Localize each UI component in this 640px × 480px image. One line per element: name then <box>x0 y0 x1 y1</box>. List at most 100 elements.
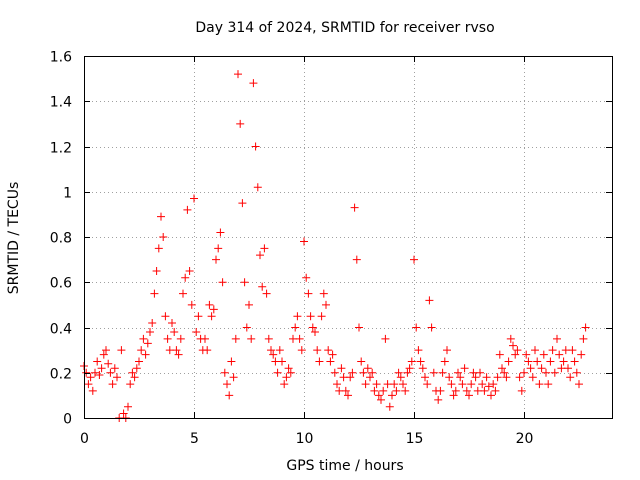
data-point <box>528 373 537 382</box>
data-point <box>346 373 355 382</box>
data-point <box>447 380 456 389</box>
data-point <box>234 70 242 79</box>
data-point <box>137 346 146 355</box>
data-point <box>524 357 533 366</box>
data-point <box>126 380 135 389</box>
data-point <box>227 357 236 366</box>
data-point <box>500 368 509 377</box>
data-point <box>304 289 313 298</box>
data-point <box>302 273 311 282</box>
data-point <box>537 364 546 373</box>
data-point <box>154 244 163 253</box>
data-point <box>135 357 143 366</box>
data-point <box>229 373 238 382</box>
data-point <box>157 212 165 221</box>
data-point <box>214 244 223 253</box>
data-point <box>267 346 275 355</box>
data-point <box>542 368 550 377</box>
data-point <box>280 380 289 389</box>
data-point <box>423 380 432 389</box>
data-point <box>568 346 577 355</box>
data-point <box>575 380 583 389</box>
y-axis-label: SRMTID / TECUs <box>6 182 22 295</box>
data-point <box>295 334 304 343</box>
data-point <box>498 364 506 373</box>
data-point <box>361 380 370 389</box>
data-point <box>555 350 564 359</box>
data-point <box>414 346 423 355</box>
data-point <box>399 380 407 389</box>
data-point <box>467 380 476 389</box>
data-point <box>297 346 306 355</box>
data-point <box>262 289 271 298</box>
y-tick-label: 0.4 <box>50 322 72 338</box>
data-point <box>84 380 93 389</box>
data-point <box>405 364 414 373</box>
data-point <box>249 79 258 88</box>
data-point <box>511 350 520 359</box>
data-point <box>572 368 581 377</box>
data-point <box>506 334 515 343</box>
data-point <box>242 323 251 332</box>
data-point <box>493 373 502 382</box>
data-point <box>564 364 572 373</box>
x-axis-label: GPS time / hours <box>286 458 403 474</box>
data-point <box>319 289 328 298</box>
grid-lines <box>84 56 612 418</box>
data-point <box>86 373 95 382</box>
data-point <box>218 278 227 287</box>
data-point <box>247 334 256 343</box>
data-point <box>581 323 590 332</box>
data-point <box>146 328 154 337</box>
data-point <box>282 373 291 382</box>
data-point <box>201 334 209 343</box>
data-point <box>445 373 454 382</box>
data-point <box>88 386 97 395</box>
data-point <box>407 357 416 366</box>
data-point <box>231 334 240 343</box>
data-point <box>390 380 399 389</box>
data-point <box>526 364 535 373</box>
data-point <box>559 357 568 366</box>
data-point <box>484 382 493 391</box>
data-point <box>570 357 579 366</box>
data-point <box>278 357 286 366</box>
x-tick-label: 15 <box>406 431 424 447</box>
x-tick-label: 10 <box>296 431 314 447</box>
data-point <box>544 380 553 389</box>
x-tick-label: 0 <box>80 431 89 447</box>
data-point <box>148 318 157 327</box>
data-point <box>315 357 324 366</box>
chart-title: Day 314 of 2024, SRMTID for receiver rvs… <box>195 20 494 36</box>
data-point <box>480 386 489 395</box>
data-point <box>328 350 337 359</box>
data-point <box>143 339 152 348</box>
data-point <box>317 312 326 321</box>
data-point <box>330 368 339 377</box>
data-point <box>418 364 427 373</box>
data-point <box>410 255 418 264</box>
data-point <box>172 346 181 355</box>
data-point <box>403 368 412 377</box>
data-point <box>434 395 443 404</box>
data-point <box>465 391 473 400</box>
data-point <box>284 364 293 373</box>
data-point <box>396 373 405 382</box>
data-point <box>546 357 555 366</box>
data-point <box>181 273 190 282</box>
data-point <box>460 364 469 373</box>
data-point <box>187 300 196 309</box>
data-point <box>110 364 119 373</box>
data-point <box>504 357 513 366</box>
data-point <box>150 289 159 298</box>
data-point <box>337 364 346 373</box>
data-point <box>176 334 185 343</box>
data-point <box>179 289 187 298</box>
data-point <box>291 323 300 332</box>
data-point <box>456 373 465 382</box>
y-tick-label: 1 <box>63 186 72 202</box>
x-tick-label: 20 <box>516 431 534 447</box>
data-point <box>363 364 372 373</box>
data-point <box>159 233 168 241</box>
data-point <box>293 312 302 321</box>
